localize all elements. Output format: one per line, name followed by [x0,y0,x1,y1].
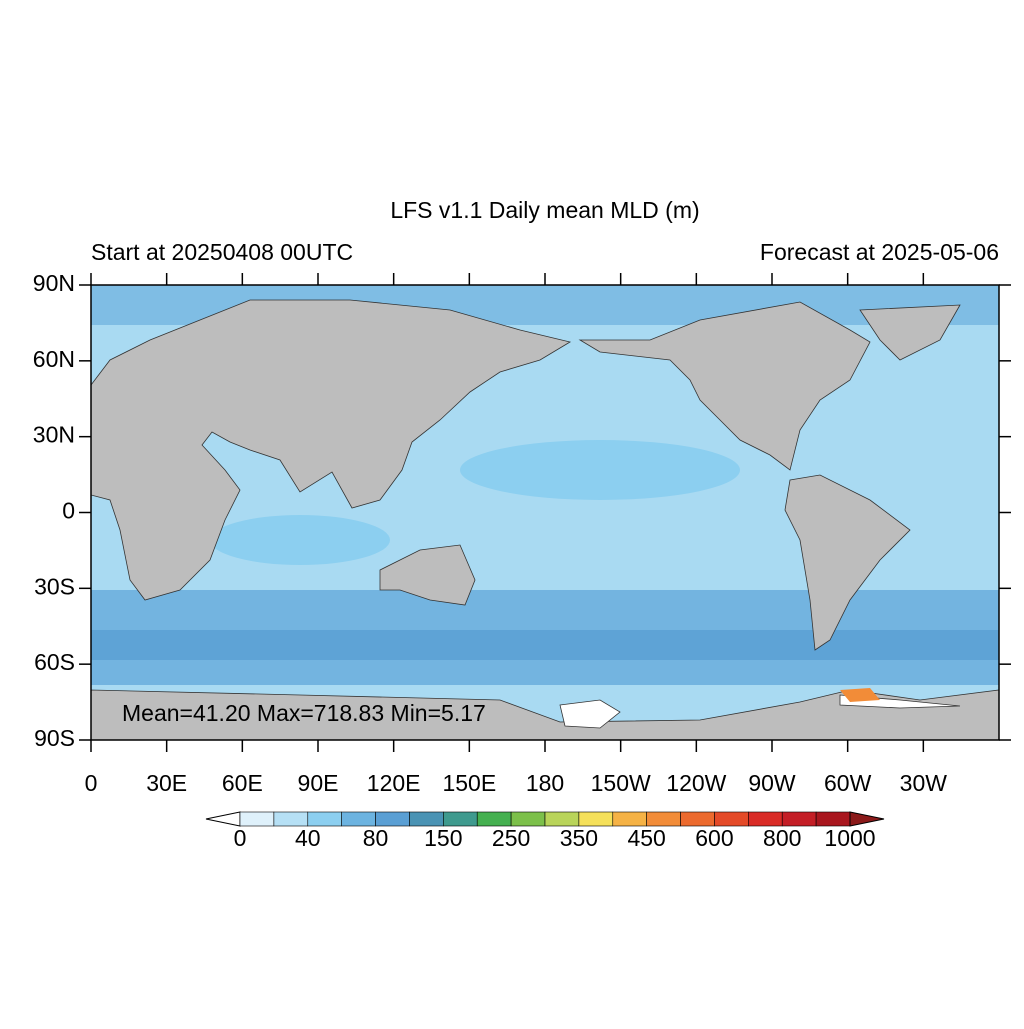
australia [379,544,476,606]
x-tick-label: 150E [442,770,496,796]
title: LFS v1.1 Daily mean MLD (m) [390,197,699,223]
colorbar-box [544,811,580,827]
y-tick-label: 60N [33,346,75,372]
ocean-patch [210,515,390,565]
high-mld-patch [840,688,880,702]
x-tick-label: 120W [666,770,726,796]
colorbar-label: 800 [763,825,801,851]
south-america [784,474,911,651]
north-america [578,301,871,471]
map [90,284,1000,741]
x-tick-label: 60E [222,770,263,796]
right-subtitle: Forecast at 2025-05-06 [760,239,999,265]
y-tick-label: 60S [34,649,75,675]
colorbar-box [341,811,376,827]
colorbar-box [781,811,817,827]
colorbar-box [239,811,275,827]
colorbar-box [273,811,309,827]
y-tick-label: 30S [34,573,75,599]
y-tick-label: 90N [33,270,75,296]
colorbar-box [375,811,410,827]
ice-shelf [559,699,621,729]
x-tick-label: 0 [85,770,98,796]
colorbar-label: 350 [560,825,598,851]
x-tick-label: 180 [526,770,564,796]
x-tick-label: 60W [824,770,872,796]
colorbar-label: 450 [627,825,665,851]
y-tick-label: 90S [34,725,75,751]
colorbar-label: 250 [492,825,530,851]
colorbar-box [307,811,342,827]
y-tick-label: 0 [62,498,75,524]
left-subtitle: Start at 20250408 00UTC [91,239,353,265]
x-tick-label: 120E [367,770,421,796]
colorbar-box [680,811,715,827]
colorbar-over [849,811,885,827]
colorbar-label: 40 [295,825,321,851]
x-tick-label: 30W [900,770,948,796]
colorbar-box [815,811,851,827]
colorbar-box [748,811,783,827]
colorbar-label: 600 [695,825,733,851]
colorbar-box [646,811,681,827]
x-tick-label: 90E [298,770,339,796]
stats: Mean=41.20 Max=718.83 Min=5.17 [122,700,486,726]
x-tick-label: 30E [146,770,187,796]
colorbar-box [476,811,512,827]
ocean-patch [460,440,740,500]
x-tick-label: 90W [748,770,796,796]
colorbar-box [578,811,614,827]
x-tick-label: 150W [591,770,651,796]
colorbar-under [205,811,241,827]
colorbar-box [612,811,647,827]
colorbar-label: 150 [424,825,462,851]
greenland [859,304,961,361]
colorbar-box [409,811,444,827]
colorbar-label: 0 [234,825,247,851]
y-tick-label: 30N [33,422,75,448]
colorbar-label: 80 [363,825,389,851]
colorbar-box [714,811,749,827]
colorbar-label: 1000 [824,825,875,851]
southern-ocean-deep [91,630,999,660]
colorbar-box [510,811,546,827]
eurasia-africa [90,299,572,601]
colorbar-box [443,811,478,827]
